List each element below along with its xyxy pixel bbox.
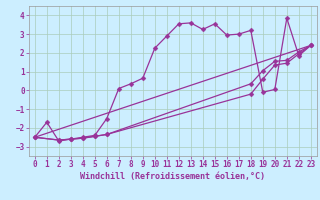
X-axis label: Windchill (Refroidissement éolien,°C): Windchill (Refroidissement éolien,°C): [80, 172, 265, 181]
